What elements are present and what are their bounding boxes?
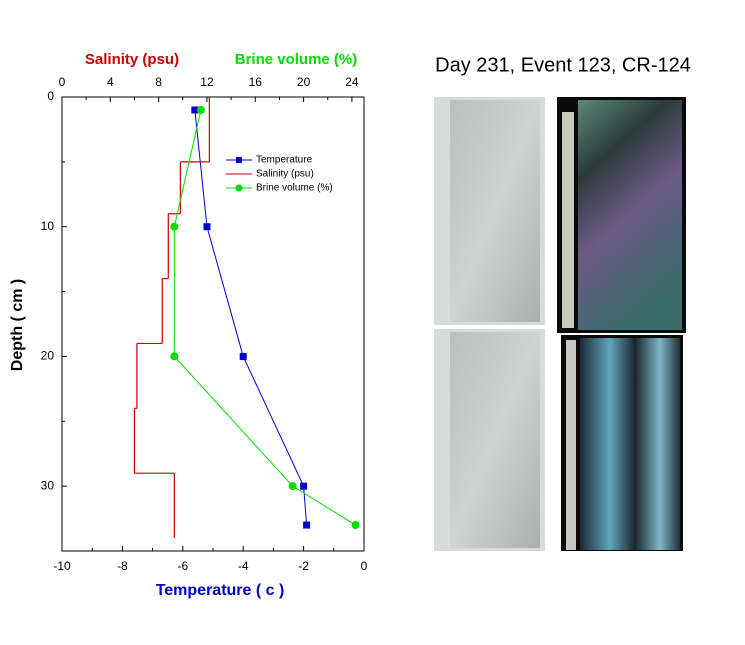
x-tick-label: -2	[298, 559, 309, 573]
point	[351, 521, 360, 530]
legend-marker	[236, 157, 242, 163]
x2-axis-label: Salinity (psu)	[85, 51, 179, 68]
x-tick-label: -4	[238, 559, 249, 573]
y-tick-label: 30	[41, 478, 55, 492]
y-tick-label: 0	[47, 89, 54, 103]
x2-tick-label: 24	[345, 75, 359, 89]
legend-label: Brine volume (%)	[256, 183, 333, 194]
photo-core	[450, 332, 540, 548]
x-tick-label: -6	[177, 559, 188, 573]
x-axis-label: Temperature ( c )	[156, 582, 285, 599]
x2-axis-label: Brine volume (%)	[235, 51, 358, 68]
point	[300, 482, 308, 490]
photo-core	[578, 100, 682, 330]
point	[170, 222, 179, 231]
legend-label: Salinity (psu)	[256, 169, 314, 180]
y-tick-label: 10	[41, 219, 55, 233]
x2-tick-label: 20	[297, 75, 311, 89]
point	[239, 352, 247, 360]
x2-tick-label: 4	[107, 75, 114, 89]
point	[288, 482, 297, 491]
legend: Temperature Salinity (psu) Brine volume (%…	[226, 155, 333, 194]
x-tick-label: -10	[53, 559, 71, 573]
x2-tick-label: 12	[200, 75, 214, 89]
legend-marker	[235, 184, 243, 192]
y-tick-label: 20	[41, 349, 55, 363]
x-tick-label: -8	[117, 559, 128, 573]
point	[203, 223, 211, 231]
x-tick-label: 0	[361, 559, 368, 573]
point	[196, 105, 205, 114]
x2-tick-label: 8	[155, 75, 162, 89]
point	[170, 352, 179, 361]
photo-core	[450, 100, 540, 322]
x2-tick-label: 16	[249, 75, 263, 89]
y-axis-label: Depth ( cm )	[9, 279, 26, 371]
x2-tick-label: 0	[59, 75, 66, 89]
chart-title: Day 231, Event 123, CR-124	[435, 54, 691, 76]
plot-frame	[61, 96, 365, 552]
photo-core	[580, 338, 680, 550]
point	[303, 521, 311, 529]
photo-ruler	[566, 340, 576, 550]
photo-ruler	[562, 112, 574, 328]
core-photos	[434, 97, 686, 551]
point	[191, 106, 199, 114]
legend-label: Temperature	[256, 155, 313, 166]
